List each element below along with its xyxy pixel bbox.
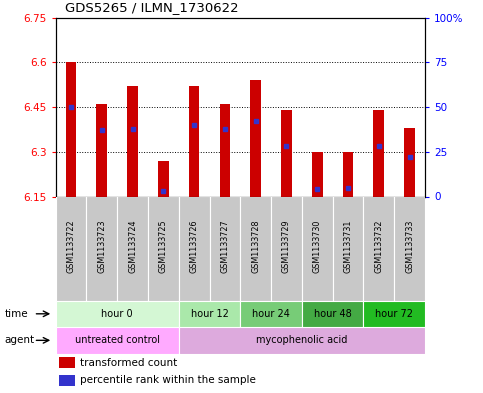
Bar bbox=[96, 104, 107, 196]
Bar bbox=[271, 196, 302, 301]
Bar bbox=[240, 301, 302, 327]
Text: hour 0: hour 0 bbox=[101, 309, 133, 319]
Bar bbox=[158, 161, 169, 196]
Bar bbox=[219, 104, 230, 196]
Bar bbox=[179, 196, 210, 301]
Text: hour 24: hour 24 bbox=[252, 309, 290, 319]
Text: time: time bbox=[5, 309, 28, 319]
Text: mycophenolic acid: mycophenolic acid bbox=[256, 335, 348, 345]
Text: GDS5265 / ILMN_1730622: GDS5265 / ILMN_1730622 bbox=[65, 1, 239, 14]
Bar bbox=[59, 375, 75, 386]
Bar bbox=[179, 301, 240, 327]
Text: GSM1133731: GSM1133731 bbox=[343, 220, 353, 273]
Bar bbox=[342, 152, 354, 196]
Text: GSM1133732: GSM1133732 bbox=[374, 220, 384, 273]
Bar bbox=[56, 196, 86, 301]
Bar bbox=[59, 357, 75, 368]
Text: agent: agent bbox=[5, 335, 35, 345]
Text: hour 48: hour 48 bbox=[314, 309, 352, 319]
Bar bbox=[394, 196, 425, 301]
Bar bbox=[56, 301, 179, 327]
Bar bbox=[179, 327, 425, 354]
Bar bbox=[56, 327, 179, 354]
Text: hour 72: hour 72 bbox=[375, 309, 413, 319]
Text: GSM1133726: GSM1133726 bbox=[190, 220, 199, 273]
Text: untreated control: untreated control bbox=[75, 335, 159, 345]
Text: percentile rank within the sample: percentile rank within the sample bbox=[80, 375, 256, 385]
Text: hour 12: hour 12 bbox=[191, 309, 228, 319]
Text: GSM1133733: GSM1133733 bbox=[405, 220, 414, 273]
Bar bbox=[127, 86, 138, 196]
Bar bbox=[404, 128, 415, 196]
Bar bbox=[210, 196, 240, 301]
Bar bbox=[66, 62, 76, 196]
Text: GSM1133729: GSM1133729 bbox=[282, 220, 291, 273]
Bar bbox=[364, 301, 425, 327]
Bar bbox=[312, 152, 323, 196]
Bar bbox=[86, 196, 117, 301]
Text: GSM1133724: GSM1133724 bbox=[128, 220, 137, 273]
Bar bbox=[148, 196, 179, 301]
Bar bbox=[302, 301, 364, 327]
Bar bbox=[189, 86, 199, 196]
Bar bbox=[117, 196, 148, 301]
Bar bbox=[333, 196, 364, 301]
Text: GSM1133730: GSM1133730 bbox=[313, 220, 322, 273]
Text: GSM1133725: GSM1133725 bbox=[159, 220, 168, 273]
Text: GSM1133723: GSM1133723 bbox=[97, 220, 106, 273]
Text: GSM1133727: GSM1133727 bbox=[220, 220, 229, 273]
Bar bbox=[373, 110, 384, 196]
Text: transformed count: transformed count bbox=[80, 358, 177, 367]
Bar bbox=[281, 110, 292, 196]
Text: GSM1133722: GSM1133722 bbox=[67, 220, 75, 273]
Bar bbox=[302, 196, 333, 301]
Bar bbox=[240, 196, 271, 301]
Bar bbox=[250, 80, 261, 196]
Bar bbox=[364, 196, 394, 301]
Text: GSM1133728: GSM1133728 bbox=[251, 220, 260, 273]
